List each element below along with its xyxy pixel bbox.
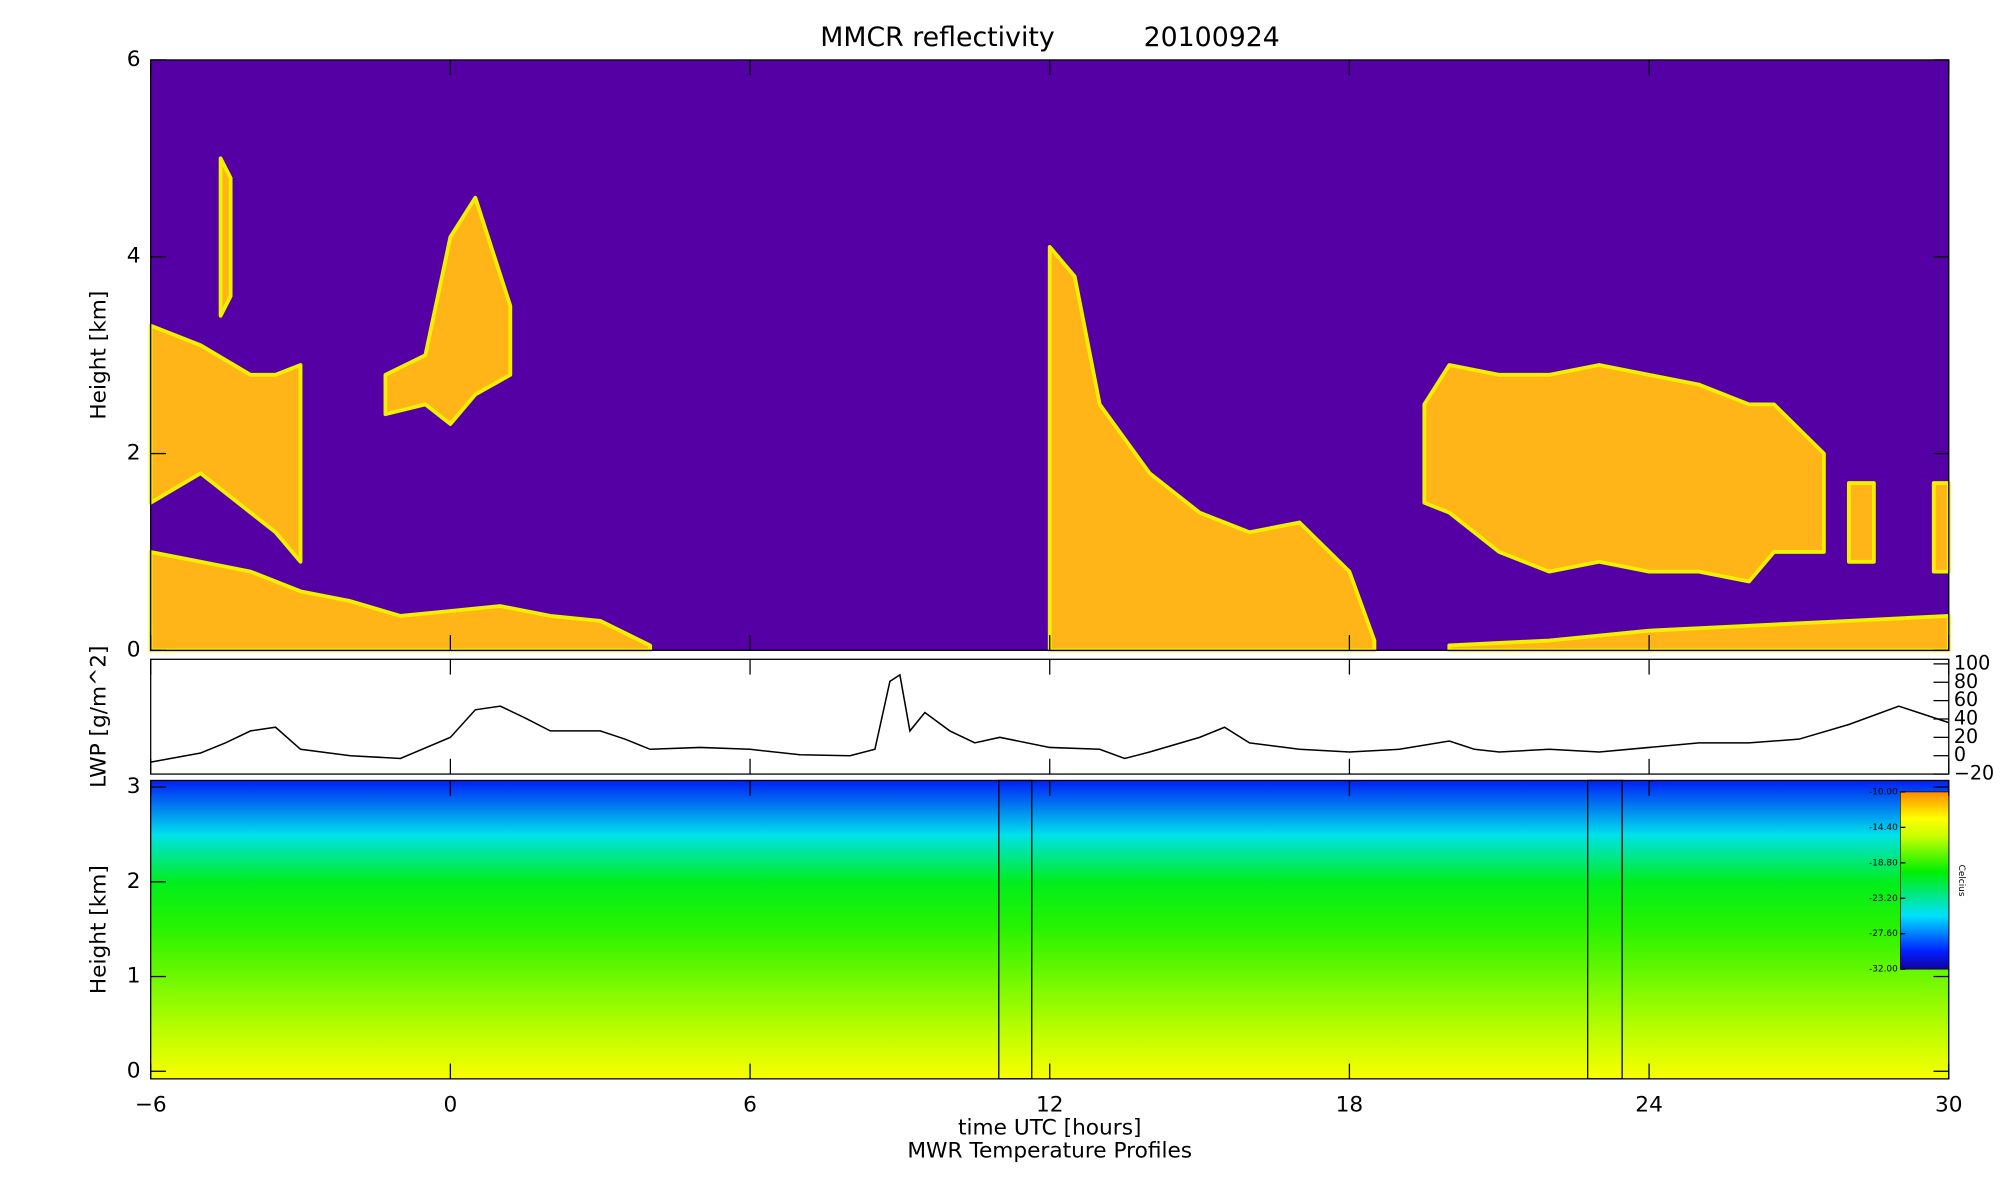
x-tick-label: 30 — [1935, 1093, 1963, 1118]
x-axis-label: time UTC [hours] — [958, 1116, 1141, 1141]
plot-frame — [150, 658, 1950, 775]
x-tick-label: 6 — [743, 1093, 757, 1118]
y-tick-label: 100 — [1954, 651, 1990, 674]
y-tick-label: 6 — [127, 47, 141, 72]
cloud-layer — [148, 323, 303, 564]
temperature-band — [150, 928, 1949, 978]
y-tick-label: 2 — [127, 869, 141, 894]
y-tick-label: 20 — [1954, 725, 1978, 748]
chart-title: MMCR reflectivity — [820, 22, 1055, 53]
cloud-layer — [383, 195, 513, 426]
cloud-layer — [1422, 363, 1826, 584]
y-tick-label: 1 — [127, 964, 141, 989]
y-axis-label: LWP [g/m^2] — [87, 645, 112, 787]
x-tick-label: 18 — [1336, 1093, 1364, 1118]
cloud-layer — [218, 156, 233, 318]
y-tick-label: 40 — [1954, 706, 1978, 729]
colorbar-tick-label: -10.00 — [1869, 787, 1898, 797]
y-tick-label: 0 — [127, 1058, 141, 1083]
colorbar-tick-label: -18.80 — [1869, 858, 1898, 868]
subtitle: MWR Temperature Profiles — [907, 1139, 1192, 1164]
chart-date: 20100924 — [1144, 22, 1280, 53]
y-tick-label: 80 — [1954, 670, 1978, 693]
y-axis-label: Height [km] — [87, 291, 112, 420]
colorbar — [1899, 791, 1950, 970]
temperature-band — [150, 833, 1949, 883]
colorbar-tick-label: -23.20 — [1869, 894, 1898, 904]
y-axis-label: Height [km] — [87, 865, 112, 994]
y-tick-label: 60 — [1954, 688, 1978, 711]
y-tick-label: 3 — [127, 774, 141, 799]
x-tick-label: 0 — [443, 1093, 457, 1118]
y-tick-label: −20 — [1954, 762, 1994, 785]
x-tick-label: −6 — [135, 1093, 167, 1118]
temperature-band — [150, 975, 1949, 1025]
x-tick-label: 12 — [1036, 1093, 1064, 1118]
y-tick-label: 2 — [127, 441, 141, 466]
y-tick-label: 0 — [127, 637, 141, 662]
cloud-layer — [1846, 481, 1876, 564]
colorbar-tick-label: -27.60 — [1869, 929, 1898, 939]
lwp-line — [150, 673, 1950, 763]
cloud-layer — [1931, 481, 1951, 574]
y-tick-label: 0 — [1954, 743, 1966, 766]
x-tick-label: 24 — [1635, 1093, 1663, 1118]
y-tick-label: 4 — [127, 244, 141, 269]
colorbar-label: Celcius — [1956, 865, 1966, 897]
temperature-band — [150, 881, 1949, 930]
colorbar-tick-label: -14.40 — [1869, 823, 1898, 833]
heatmap — [150, 780, 1949, 1079]
colorbar-tick-label: -32.00 — [1869, 965, 1898, 975]
